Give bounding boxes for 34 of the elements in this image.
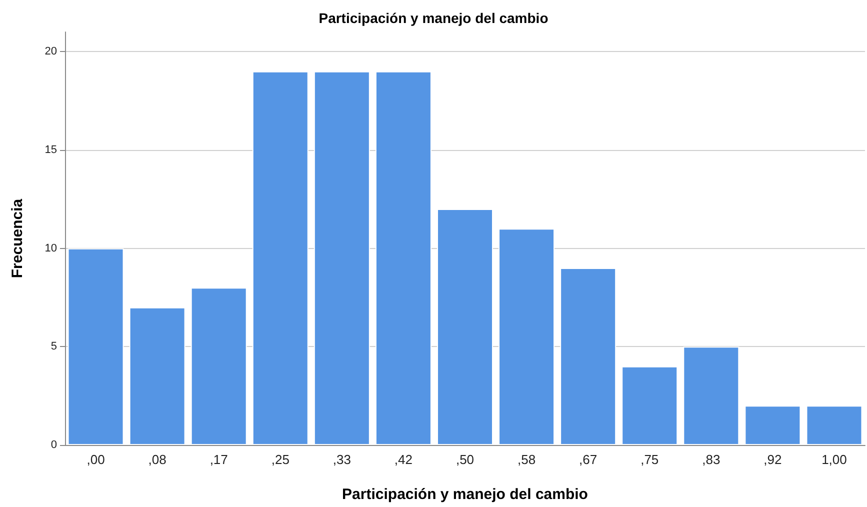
bar xyxy=(68,248,124,445)
y-tick-label: 5 xyxy=(50,340,57,353)
x-tick-label: ,83 xyxy=(702,452,720,467)
x-tick-label: ,75 xyxy=(640,452,659,467)
y-axis-title: Frecuencia xyxy=(9,198,26,278)
bar xyxy=(129,307,186,445)
bar xyxy=(375,71,432,445)
y-tick-label: 20 xyxy=(44,46,57,58)
x-tick-label: ,25 xyxy=(271,452,290,467)
x-tick-label: ,42 xyxy=(394,452,412,467)
x-tick-label: 1,00 xyxy=(822,452,847,467)
y-tick-label: 0 xyxy=(50,439,57,451)
x-tick-label: ,00 xyxy=(86,452,105,467)
y-tick-label: 15 xyxy=(44,144,57,156)
bar xyxy=(744,406,801,445)
bar xyxy=(806,406,862,445)
x-tick-label: ,50 xyxy=(456,452,474,467)
bar xyxy=(314,71,370,445)
x-tick-label: ,17 xyxy=(210,452,228,467)
bar xyxy=(622,366,678,445)
x-tick-label: ,58 xyxy=(518,452,536,467)
x-axis-title: Participación y manejo del cambio xyxy=(342,486,588,503)
x-tick-label: ,92 xyxy=(764,452,782,467)
x-tick-label: ,08 xyxy=(148,452,166,467)
x-tick-label: ,33 xyxy=(332,452,351,467)
bar xyxy=(498,228,555,445)
chart-title: Participación y manejo del cambio xyxy=(318,10,548,26)
bar xyxy=(437,209,493,445)
bar xyxy=(252,71,308,445)
y-tick-label: 10 xyxy=(44,242,57,254)
bar xyxy=(560,268,616,445)
bar xyxy=(683,346,740,445)
bar xyxy=(190,288,247,445)
x-tick-label: ,67 xyxy=(579,452,598,467)
